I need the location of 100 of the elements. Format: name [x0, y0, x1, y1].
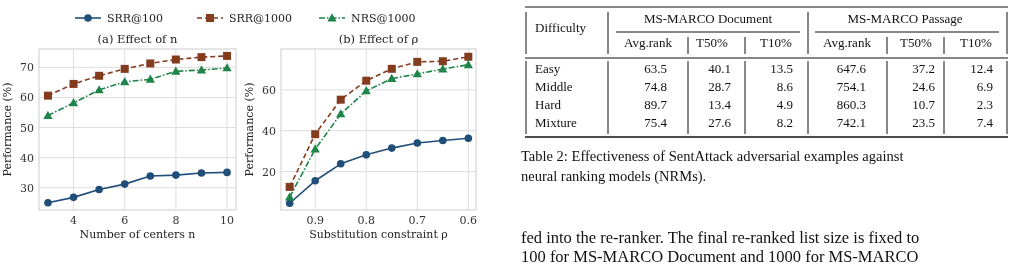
text: MS-MARCO Document: [643, 11, 773, 26]
text: Hard: [535, 97, 562, 112]
text: Avg.rank: [823, 35, 872, 50]
point: [285, 192, 295, 201]
chart-title: (b) Effect of ρ: [338, 32, 419, 46]
x-tick-label: 0.7: [408, 214, 427, 227]
chart-title: (a) Effect of n: [97, 32, 178, 46]
point: [172, 171, 180, 179]
text: 12.4: [970, 61, 994, 76]
text: 74.8: [644, 79, 667, 94]
text: 2.3: [976, 97, 993, 112]
point: [464, 52, 473, 61]
point: [336, 160, 345, 168]
point: [171, 55, 180, 64]
x-tick-label: 6: [121, 214, 129, 227]
point: [310, 144, 320, 153]
y-tick-label: 70: [20, 61, 34, 75]
point: [223, 168, 231, 177]
y-tick-label: 60: [262, 83, 276, 97]
point: [413, 139, 422, 147]
point: [69, 193, 78, 202]
text: 13.5: [770, 61, 793, 76]
y-tick-label: 40: [262, 124, 276, 138]
point: [197, 169, 206, 177]
text: Difficulty: [535, 20, 587, 35]
point: [438, 57, 447, 66]
point: [146, 172, 155, 180]
point: [44, 198, 52, 207]
x-tick-label: 8: [172, 214, 180, 227]
text: 742.1: [836, 115, 866, 130]
legend-label: SRR@100: [107, 12, 164, 25]
text: 24.6: [912, 79, 936, 94]
point: [387, 64, 396, 73]
text: Mixture: [535, 115, 578, 130]
x-tick-label: 4: [70, 214, 78, 227]
point: [146, 59, 155, 68]
point: [311, 130, 320, 139]
text: T10%: [760, 35, 793, 50]
y-tick-label: 20: [262, 165, 276, 179]
y-tick-label: 40: [20, 151, 34, 165]
text: T10%: [960, 35, 993, 50]
x-axis-title: Number of centers n: [79, 228, 196, 241]
text: 23.5: [912, 115, 935, 130]
text: 647.6: [836, 61, 867, 76]
point: [413, 57, 422, 66]
text: 7.4: [976, 115, 994, 130]
y-tick-label: 60: [20, 91, 34, 105]
text: 13.4: [708, 97, 732, 112]
text: fed into the re-ranker. The final re-ranked list size is fixed to: [521, 228, 920, 247]
text: 100 for MS-MARCO Document and 1000 for MS-MARCO: [521, 247, 919, 266]
x-tick-label: 0.6: [459, 214, 478, 227]
point: [311, 176, 319, 185]
text: 75.4: [644, 115, 668, 130]
x-tick-label: 10: [220, 214, 235, 227]
legend-label: SRR@1000: [229, 12, 293, 25]
text: Avg.rank: [624, 35, 673, 50]
text: Easy: [535, 61, 561, 76]
y-tick-label: 50: [20, 121, 34, 135]
text: 40.1: [708, 61, 731, 76]
y-axis-title: Performance (%): [1, 82, 14, 177]
point: [336, 95, 345, 104]
point: [439, 136, 447, 145]
point: [285, 182, 294, 191]
text: MS-MARCO Passage: [847, 11, 963, 26]
point: [197, 53, 206, 62]
point: [145, 74, 155, 83]
text: T50%: [696, 35, 729, 50]
point: [120, 77, 130, 86]
point: [464, 134, 473, 143]
point: [387, 73, 397, 83]
text: 28.7: [708, 79, 732, 94]
text: 10.7: [912, 97, 936, 112]
point: [387, 144, 396, 152]
text: 37.2: [912, 61, 935, 76]
point: [43, 110, 53, 119]
x-axis-title: Substitution constraint ρ: [309, 228, 448, 241]
text: 8.6: [776, 79, 794, 94]
point: [120, 180, 129, 188]
text: 6.9: [976, 79, 993, 94]
legend-label: NRS@1000: [351, 12, 416, 25]
text: 89.7: [644, 97, 668, 112]
text: Middle: [535, 79, 573, 94]
text: 8.2: [776, 115, 793, 130]
y-axis-title: Performance (%): [243, 82, 256, 177]
text: T50%: [900, 35, 933, 50]
point: [68, 98, 79, 107]
text: 4.9: [776, 97, 793, 112]
point: [43, 91, 52, 100]
point: [95, 185, 103, 194]
y-tick-label: 30: [20, 181, 34, 195]
point: [171, 66, 181, 75]
text: neural ranking models (NRMs).: [521, 168, 707, 185]
point: [69, 79, 78, 88]
point: [362, 76, 371, 85]
text: 63.5: [644, 61, 667, 76]
text: 754.1: [836, 79, 866, 94]
point: [95, 71, 104, 80]
caption: Table 2: Effectiveness of SentAttack adversarial examples against: [521, 148, 904, 164]
point: [120, 64, 129, 73]
point: [361, 86, 371, 95]
